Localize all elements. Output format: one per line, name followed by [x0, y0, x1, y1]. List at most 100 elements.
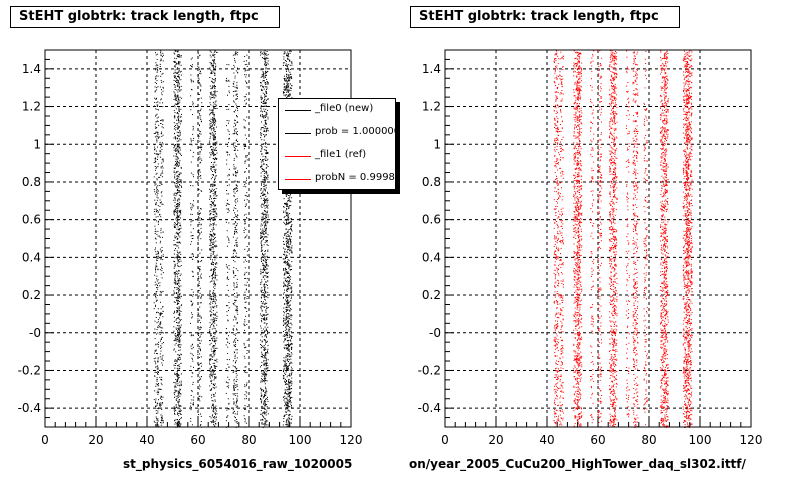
- data-point: [156, 291, 158, 292]
- data-point: [155, 400, 157, 402]
- data-point: [262, 380, 264, 381]
- data-point: [179, 266, 181, 268]
- data-point: [286, 366, 288, 368]
- data-point: [260, 347, 262, 349]
- data-point: [155, 371, 157, 373]
- data-point: [198, 290, 200, 291]
- data-point: [200, 421, 202, 422]
- data-point: [212, 376, 214, 378]
- data-point: [179, 173, 181, 175]
- data-point: [288, 253, 290, 255]
- data-point: [262, 69, 264, 71]
- data-point: [263, 403, 265, 405]
- data-point: [228, 184, 230, 186]
- data-point: [173, 128, 175, 130]
- data-point: [156, 329, 158, 331]
- data-point: [209, 385, 211, 387]
- data-point: [179, 160, 181, 162]
- data-point: [212, 386, 214, 388]
- data-point: [161, 251, 162, 253]
- data-point: [180, 295, 182, 297]
- data-point: [157, 412, 159, 414]
- data-point: [179, 224, 181, 226]
- data-point: [283, 365, 285, 367]
- data-point: [180, 305, 182, 307]
- data-point: [215, 120, 217, 122]
- data-point: [198, 170, 200, 172]
- data-point: [173, 80, 175, 81]
- data-point: [192, 372, 194, 374]
- data-point: [265, 143, 267, 145]
- data-point: [260, 132, 262, 134]
- data-point: [236, 185, 237, 186]
- data-point: [243, 60, 245, 62]
- data-point: [178, 273, 180, 275]
- data-point: [178, 121, 180, 123]
- data-point: [176, 165, 178, 167]
- data-point: [282, 335, 284, 337]
- data-point: [216, 330, 218, 332]
- data-point: [233, 333, 235, 335]
- data-point: [235, 367, 237, 369]
- data-point: [177, 182, 179, 184]
- data-point: [234, 172, 236, 174]
- data-point: [265, 167, 267, 169]
- data-point: [213, 251, 215, 253]
- data-point: [192, 104, 194, 106]
- data-point: [214, 74, 216, 76]
- data-point: [209, 292, 211, 294]
- data-point: [243, 119, 245, 121]
- data-point: [243, 214, 245, 216]
- data-point: [211, 400, 213, 401]
- data-point: [216, 324, 218, 326]
- data-point: [261, 245, 263, 247]
- data-point: [234, 231, 236, 233]
- data-point: [267, 176, 269, 178]
- data-point: [287, 289, 289, 291]
- data-point: [176, 373, 178, 374]
- data-point: [226, 125, 227, 127]
- data-point: [236, 352, 238, 354]
- data-point: [213, 211, 215, 213]
- data-point: [159, 209, 161, 211]
- data-point: [157, 361, 159, 363]
- data-point: [174, 273, 176, 275]
- data-point: [179, 413, 181, 415]
- data-point: [157, 321, 159, 323]
- data-point: [286, 56, 288, 58]
- data-point: [156, 68, 158, 70]
- data-point: [235, 240, 237, 242]
- data-point: [214, 148, 216, 150]
- data-point: [198, 222, 200, 224]
- data-point: [264, 177, 266, 179]
- data-point: [213, 198, 214, 200]
- data-point: [210, 373, 212, 375]
- data-point: [260, 398, 262, 399]
- data-point: [246, 296, 248, 297]
- data-point: [162, 120, 164, 122]
- data-point: [285, 308, 287, 310]
- data-point: [178, 197, 180, 199]
- data-point: [261, 121, 262, 123]
- data-point: [267, 193, 269, 195]
- data-point: [216, 311, 218, 313]
- data-point: [263, 317, 265, 319]
- data-point: [178, 283, 180, 285]
- data-point: [244, 248, 246, 250]
- data-point: [215, 303, 217, 305]
- data-point: [234, 287, 236, 289]
- data-point: [212, 274, 214, 275]
- data-point: [263, 197, 265, 199]
- data-point: [263, 285, 265, 287]
- data-point: [261, 240, 263, 242]
- data-point: [284, 334, 286, 336]
- data-point: [212, 335, 214, 337]
- data-point: [178, 229, 179, 231]
- data-point: [261, 195, 263, 196]
- data-point: [211, 78, 213, 80]
- data-point: [261, 351, 263, 353]
- data-point: [283, 376, 285, 378]
- data-point: [262, 171, 264, 172]
- data-point: [178, 411, 180, 413]
- data-point: [286, 344, 288, 346]
